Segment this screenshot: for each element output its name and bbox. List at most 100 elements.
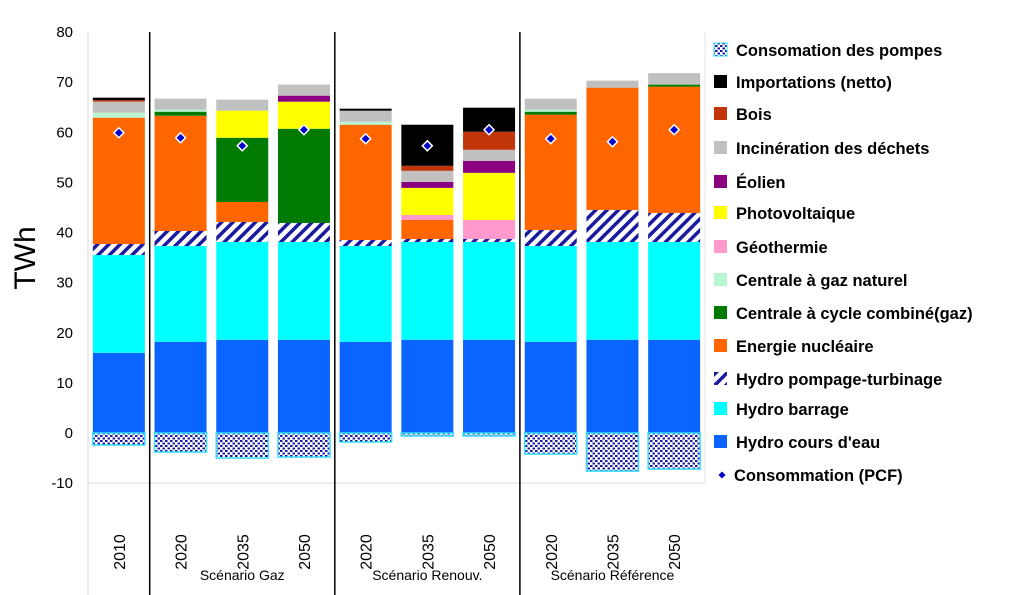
bar-segment-centrale-gaz-naturel	[339, 121, 392, 125]
consumption-marker	[359, 132, 372, 145]
legend-swatch	[714, 372, 727, 385]
legend-swatch	[713, 42, 728, 57]
bar-segment-hydro-cours-d-eau	[277, 339, 330, 433]
y-tick-label: 20	[56, 325, 73, 342]
bar-segment-energie-nucl-aire	[586, 87, 639, 210]
bar-segment-incin-ration-des-d-chets	[216, 99, 269, 111]
legend-item: Éolien	[714, 173, 786, 192]
legend-marker-diamond-icon	[718, 471, 726, 479]
legend-swatch	[714, 339, 727, 352]
bar-segment-incin-ration-des-d-chets	[463, 149, 516, 161]
bar-segment-hydro-barrage	[401, 242, 454, 340]
bar-segment-incin-ration-des-d-chets	[154, 98, 207, 110]
bar-segment-hydro-cours-d-eau	[339, 341, 392, 433]
bar-segment-hydro-cours-d-eau	[401, 339, 454, 433]
y-tick-label: 50	[56, 174, 73, 191]
bar-segment-energie-nucl-aire	[216, 201, 269, 222]
legend-item: Photovoltaique	[714, 205, 855, 223]
legend-item: Bois	[714, 106, 772, 124]
bar-segment--olien	[401, 181, 454, 188]
bar-segment-importations-netto-	[339, 108, 392, 111]
legend-item: Energie nucléaire	[714, 338, 874, 356]
legend-item: Hydro cours d'eau	[714, 434, 880, 452]
legend-label: Consommation (PCF)	[734, 467, 903, 485]
legend-label: Centrale à gaz naturel	[736, 272, 907, 290]
bar-segment-incin-ration-des-d-chets	[401, 170, 454, 182]
legend-label: Bois	[736, 106, 772, 124]
bar-segment-consomation-des-pompes	[92, 432, 146, 446]
legend-swatch	[714, 175, 727, 188]
bar-segment-centrale-gaz-naturel	[92, 112, 145, 118]
bar-segment-consomation-des-pompes	[585, 432, 640, 472]
y-tick-label: 0	[65, 425, 73, 442]
bar-segment-hydro-barrage	[524, 246, 577, 342]
legend-label: Centrale à cycle combiné(gaz)	[736, 305, 973, 323]
group-label: Scénario Renouv.	[372, 567, 482, 583]
bar-segment-bois	[92, 100, 145, 102]
legend-item: Incinération des déchets	[714, 140, 929, 158]
bar-segment-consomation-des-pompes	[400, 432, 455, 437]
y-tick-label: 70	[56, 74, 73, 91]
bar-segment-incin-ration-des-d-chets	[524, 98, 577, 110]
bar-segment-photovoltaique	[401, 187, 454, 215]
legend-swatch	[714, 273, 727, 286]
bar-segment-hydro-pompage-turbinage	[339, 240, 392, 247]
bar-segment-consomation-des-pompes	[215, 432, 269, 459]
bar-segment-g-othermie	[463, 219, 516, 240]
bar-segment-hydro-pompage-turbinage	[648, 212, 701, 243]
consumption-marker	[112, 126, 125, 139]
bar-segment-energie-nucl-aire	[401, 219, 454, 240]
consumption-marker	[544, 132, 557, 145]
bar-segment-hydro-pompage-turbinage	[524, 229, 577, 247]
legend-label: Géothermie	[736, 239, 828, 257]
bar-segment-energie-nucl-aire	[524, 114, 577, 230]
y-tick-label: 80	[56, 24, 73, 41]
bar-segment-centrale-gaz-naturel	[524, 109, 577, 112]
legend-item: Centrale à cycle combiné(gaz)	[714, 305, 973, 323]
bar-segment-g-othermie	[401, 214, 454, 220]
bar-segment-importations-netto-	[92, 97, 145, 101]
bar-segment-hydro-barrage	[463, 242, 516, 340]
legend-label: Photovoltaique	[736, 205, 855, 223]
y-tick-label: 60	[56, 124, 73, 141]
bar-segment-hydro-cours-d-eau	[586, 339, 639, 433]
x-tick-label: 2020	[544, 534, 561, 570]
legend-item: Hydro barrage	[714, 401, 849, 419]
bar-segment-consomation-des-pompes	[524, 432, 578, 455]
bar-segment-hydro-pompage-turbinage	[216, 221, 269, 243]
bar-segment-centrale-cycle-combin-gaz-	[524, 111, 577, 115]
x-tick-label: 2020	[174, 534, 191, 570]
bar-segment-centrale-cycle-combin-gaz-	[277, 128, 330, 223]
bar-segment-hydro-cours-d-eau	[154, 341, 207, 433]
legend-swatch	[714, 402, 727, 415]
bar-segment-incin-ration-des-d-chets	[277, 84, 330, 96]
legend-item: Géothermie	[714, 239, 828, 257]
x-tick-label: 2035	[605, 534, 622, 570]
bar-segment-incin-ration-des-d-chets	[92, 101, 145, 113]
bar-segment-consomation-des-pompes	[647, 432, 701, 470]
legend-label: Energie nucléaire	[736, 338, 874, 356]
legend-swatch	[714, 75, 727, 88]
bar-segment-hydro-cours-d-eau	[524, 341, 577, 433]
legend-label: Consomation des pompes	[736, 42, 942, 60]
bar-segment-hydro-cours-d-eau	[216, 339, 269, 433]
bar-segment-consomation-des-pompes	[153, 432, 208, 453]
bar-segment-hydro-pompage-turbinage	[463, 239, 516, 243]
bar-segment-hydro-barrage	[586, 242, 639, 340]
bar-segment-incin-ration-des-d-chets	[339, 110, 392, 122]
axes: -10 0 10 20 30 40 50 60 70 80 Scénario Gaz Scénario…	[51, 24, 706, 595]
y-tick-label: 10	[56, 375, 73, 392]
bar-segment-incin-ration-des-d-chets	[586, 80, 639, 88]
x-tick-label: 2050	[297, 534, 314, 570]
legend-swatch	[714, 206, 727, 219]
y-axis-label: TWh	[9, 226, 42, 289]
bar-segment-bois	[401, 165, 454, 171]
bar-segment-hydro-cours-d-eau	[648, 339, 701, 433]
bar-segment-hydro-cours-d-eau	[92, 352, 145, 433]
consumption-markers	[112, 123, 681, 152]
consumption-marker	[174, 131, 187, 144]
y-tick-label: 30	[56, 275, 73, 292]
legend-swatch	[714, 306, 727, 319]
bar-segment-hydro-barrage	[154, 246, 207, 342]
